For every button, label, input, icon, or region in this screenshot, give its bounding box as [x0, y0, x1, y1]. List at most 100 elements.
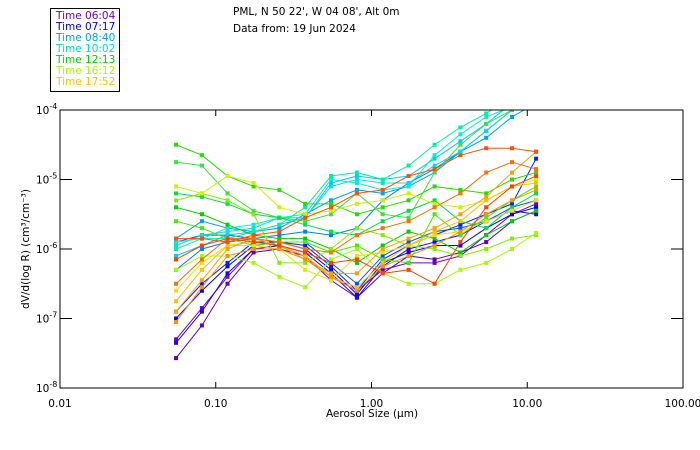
data-point — [484, 170, 489, 175]
data-point — [432, 247, 437, 251]
data-point — [329, 174, 334, 179]
data-point — [199, 260, 204, 265]
data-point — [199, 194, 204, 199]
data-point — [534, 87, 538, 91]
data-point — [329, 198, 334, 203]
x-tick-label: 0.01 — [48, 398, 71, 410]
data-point — [329, 267, 334, 272]
data-point — [199, 236, 204, 241]
y-axis-label: dV/d(log R) (cm³/cm⁻³) — [20, 189, 32, 309]
data-point — [458, 250, 463, 255]
series-line — [175, 110, 493, 250]
y-tick-label: 10-5 — [36, 172, 57, 187]
legend: Time 06:04 Time 07:17 Time 08:40 Time 10:02… — [50, 8, 120, 92]
data-point — [199, 219, 204, 224]
data-point — [380, 253, 385, 258]
data-point — [329, 257, 334, 262]
data-point — [277, 187, 282, 192]
data-point — [199, 226, 204, 231]
data-point — [354, 201, 359, 206]
y-tick-label: 10-4 — [36, 102, 57, 117]
data-point — [277, 247, 282, 251]
data-point — [534, 233, 539, 238]
data-point — [354, 260, 359, 265]
data-point — [509, 198, 514, 203]
data-point — [509, 184, 514, 189]
data-point — [199, 191, 204, 196]
data-point — [380, 243, 385, 248]
data-point — [534, 231, 539, 236]
data-point — [406, 250, 411, 255]
x-tick-label: 1.00 — [360, 398, 383, 410]
data-point — [406, 240, 411, 245]
data-point — [329, 212, 334, 217]
data-point — [329, 278, 334, 283]
plot-frame — [59, 109, 684, 389]
data-point — [277, 229, 282, 234]
data-point — [199, 267, 204, 272]
x-tick-label: 0.10 — [204, 398, 227, 410]
legend-entry: Time 10:02 — [56, 43, 116, 55]
y-tick-label: 10-6 — [36, 241, 57, 256]
data-point — [406, 198, 411, 203]
data-point — [458, 187, 463, 192]
data-point — [225, 229, 230, 234]
x-axis-label: Aerosol Size (µm) — [326, 408, 418, 420]
data-point — [432, 233, 437, 238]
data-point — [380, 177, 385, 182]
data-point — [534, 156, 539, 161]
data-point — [406, 215, 411, 220]
data-point — [406, 180, 411, 185]
data-point — [432, 229, 437, 234]
data-point — [277, 243, 282, 248]
data-point — [406, 219, 411, 224]
data-point — [277, 260, 282, 265]
data-point — [432, 260, 437, 265]
data-point — [329, 201, 334, 206]
data-point — [380, 257, 385, 262]
data-point — [329, 271, 334, 276]
data-point — [303, 212, 308, 217]
y-tick-label: 10-7 — [36, 311, 57, 326]
data-point — [329, 208, 334, 213]
location-title: PML, N 50 22', W 04 08', Alt 0m — [233, 6, 400, 18]
data-point — [534, 180, 539, 185]
data-point — [380, 212, 385, 217]
data-point — [484, 215, 489, 220]
data-point — [225, 271, 230, 276]
data-point — [225, 236, 230, 241]
data-point — [458, 212, 463, 217]
data-point — [303, 215, 308, 220]
data-point — [534, 87, 538, 91]
data-point — [484, 219, 489, 224]
x-tick-label: 100.00 — [665, 398, 700, 410]
data-point — [225, 243, 230, 248]
data-point — [509, 201, 514, 206]
data-point — [354, 170, 359, 175]
data-point — [174, 257, 179, 262]
data-point — [354, 281, 359, 286]
data-point — [534, 94, 538, 98]
legend-entry: Time 08:40 — [56, 32, 116, 44]
data-point — [432, 281, 437, 286]
data-point — [510, 101, 514, 105]
data-point — [432, 201, 437, 206]
data-point — [251, 212, 256, 217]
data-point — [303, 222, 308, 227]
data-point — [380, 198, 385, 203]
data-point — [174, 288, 179, 293]
data-point — [458, 191, 463, 196]
data-point — [432, 163, 437, 168]
data-point — [225, 253, 230, 258]
series-line — [175, 186, 537, 264]
data-point — [534, 94, 538, 98]
data-point — [406, 174, 411, 179]
data-point — [329, 180, 334, 185]
data-point — [380, 191, 385, 196]
data-point — [484, 111, 489, 116]
data-point — [380, 264, 385, 269]
data-point — [406, 229, 411, 234]
data-point — [458, 125, 463, 130]
data-point — [432, 257, 437, 262]
data-point — [380, 267, 385, 272]
